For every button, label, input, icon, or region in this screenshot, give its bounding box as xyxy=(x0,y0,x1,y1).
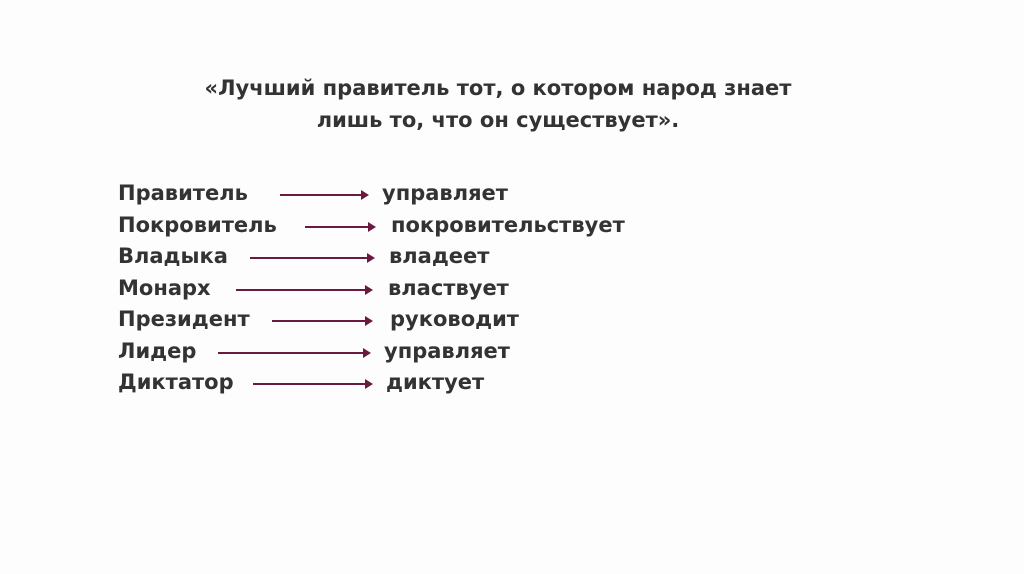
noun: Покровитель xyxy=(118,212,277,237)
noun: Монарх xyxy=(118,275,211,300)
quote-line-1: «Лучший правитель тот, о котором народ з… xyxy=(204,76,792,100)
verb: диктует xyxy=(386,370,485,394)
noun: Лидер xyxy=(118,338,197,363)
arrow-right-icon xyxy=(253,379,373,389)
arrow-right-icon xyxy=(236,284,373,295)
arrow-right-icon xyxy=(218,347,371,358)
verb: властвует xyxy=(388,275,509,300)
arrow-right-icon xyxy=(272,316,373,326)
verb: управляет xyxy=(384,338,510,363)
arrow-right-icon xyxy=(280,190,369,200)
noun: Президент xyxy=(118,307,250,331)
noun: Диктатор xyxy=(118,370,234,394)
quote: «Лучший правитель тот, о котором народ з… xyxy=(0,72,996,136)
verb: управляет xyxy=(382,181,508,205)
arrow-right-icon xyxy=(305,221,376,232)
noun: Владыка xyxy=(118,244,228,268)
verb: владеет xyxy=(389,244,490,268)
verb: руководит xyxy=(390,307,519,331)
noun: Правитель xyxy=(118,181,248,205)
arrow-right-icon xyxy=(250,253,375,263)
quote-line-2: лишь то, что он существует». xyxy=(316,108,680,132)
verb: покровительствует xyxy=(391,212,625,237)
